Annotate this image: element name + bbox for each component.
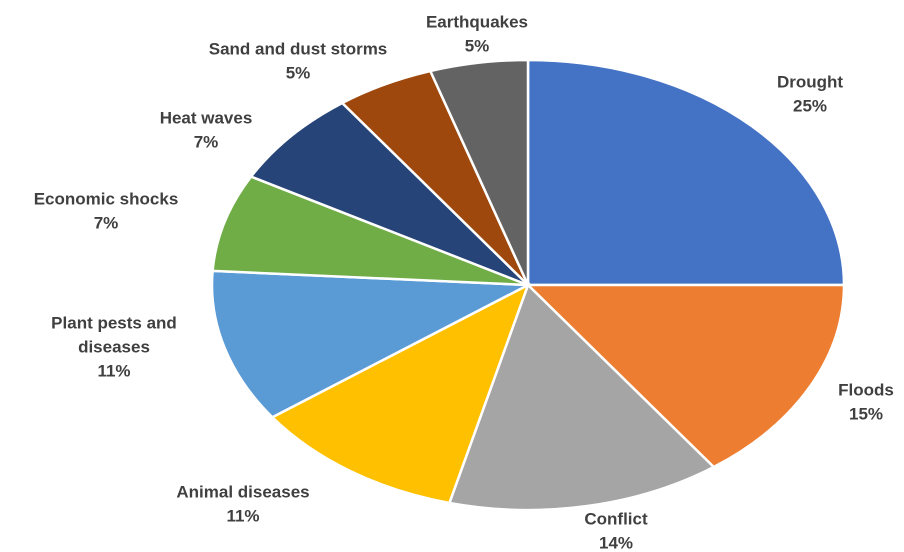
pie-category-label-7-0: Sand and dust storms xyxy=(209,39,388,58)
pie-value-label-2: 14% xyxy=(599,533,633,552)
pie-labels: Drought 25% Floods 15% Conflict 14% Animal dis… xyxy=(34,12,894,552)
pie-value-label-5: 7% xyxy=(94,213,119,232)
pie-category-label-6-0: Heat waves xyxy=(160,108,253,127)
pie-category-label-1-0: Floods xyxy=(838,380,894,399)
pie-value-label-4: 11% xyxy=(97,361,130,380)
pie-slice-4 xyxy=(210,269,533,419)
pie-slice-3 xyxy=(270,282,531,505)
pie-slice-2 xyxy=(447,282,716,512)
pie-value-label-1: 15% xyxy=(849,404,883,423)
pie-value-label-3: 11% xyxy=(226,506,259,525)
pie-slice-8 xyxy=(428,58,530,286)
pie-value-label-8: 5% xyxy=(465,36,490,55)
pie-slice-5 xyxy=(211,175,529,287)
pie-slice-0 xyxy=(526,58,846,287)
pie-value-label-6: 7% xyxy=(194,132,219,151)
pie-category-label-0-0: Drought xyxy=(777,72,843,91)
pie-category-label-2-0: Conflict xyxy=(584,509,648,528)
pie-slice-6 xyxy=(249,101,529,287)
pie-value-label-0: 25% xyxy=(793,96,827,115)
pie-category-label-3-0: Animal diseases xyxy=(176,482,309,501)
pie-category-label-8-0: Earthquakes xyxy=(426,12,528,31)
pie-category-label-4-0: Plant pests and xyxy=(51,313,177,332)
pie-value-label-7: 5% xyxy=(286,63,311,82)
pie-category-label-4-1: diseases xyxy=(78,337,150,356)
pie-slices xyxy=(210,58,846,512)
pie-category-label-5-0: Economic shocks xyxy=(34,189,179,208)
pie-slice-1 xyxy=(524,283,846,469)
